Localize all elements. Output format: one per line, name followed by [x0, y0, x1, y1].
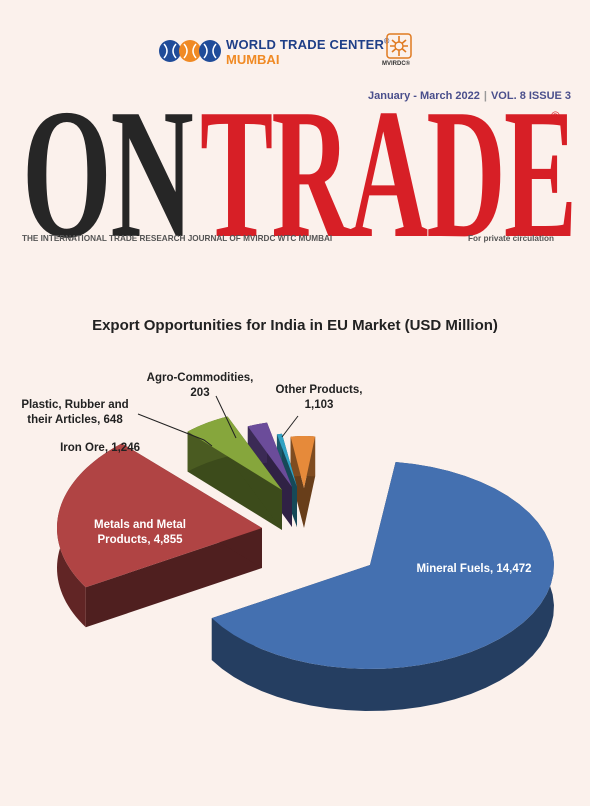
slice-label-5-line-0: Other Products,	[276, 384, 363, 396]
leader-line-0	[137, 413, 213, 447]
slice-label-2-line-0: Iron Ore, 1,246	[60, 442, 140, 454]
masthead-registered-mark: ®	[551, 109, 560, 123]
wtc-globe-logo	[159, 40, 221, 62]
slice-label-1-line-1: Products, 4,855	[97, 534, 183, 546]
pie-slice-1	[57, 443, 263, 628]
issue-info: January - March 2022 | VOL. 8 ISSUE 3	[368, 90, 572, 102]
slice-top	[211, 462, 554, 669]
slice-top	[276, 433, 297, 487]
leader-lines	[137, 395, 299, 447]
slice-top	[187, 416, 282, 490]
issue-volume: VOL. 8 ISSUE 3	[490, 90, 572, 102]
slice-top	[57, 443, 262, 588]
slice-top	[247, 422, 292, 487]
pie-slices	[57, 416, 554, 711]
leader-line-1	[215, 395, 237, 439]
partner-logo-text: MVIRDC®	[382, 61, 411, 67]
slice-label-3-line-1: their Articles, 648	[27, 414, 123, 426]
slice-wall-start	[85, 528, 262, 628]
circulation-note: For private circulation	[468, 234, 554, 243]
slice-label-4-line-1: 203	[190, 387, 209, 399]
slice-label-0-line-0: Mineral Fuels, 14,472	[416, 563, 531, 575]
issue-date: January - March 2022	[368, 90, 480, 102]
slice-label-1-line-0: Metals and Metal	[94, 519, 186, 531]
masthead-on: ON	[22, 71, 194, 277]
slice-label-5-line-1: 1,103	[305, 399, 334, 411]
tagline: THE INTERNATIONAL TRADE RESEARCH JOURNAL…	[22, 234, 333, 243]
pie-slice-0	[211, 462, 554, 711]
slice-labels: Mineral Fuels, 14,472 Metals and Metal Pro…	[21, 372, 531, 575]
leader-line-2	[281, 415, 299, 438]
slice-label-4-line-0: Agro-Commodities,	[147, 372, 254, 384]
org-city: MUMBAI	[226, 52, 280, 67]
pie-slice-2	[187, 416, 282, 530]
mvirdc-logo-icon	[386, 33, 412, 59]
chart-title: Export Opportunities for India in EU Mar…	[92, 317, 498, 334]
slice-label-3-line-0: Plastic, Rubber and	[21, 399, 128, 411]
slice-top	[290, 436, 316, 488]
pie-slice-5	[290, 436, 316, 528]
masthead-trade: TRADE	[200, 71, 577, 277]
